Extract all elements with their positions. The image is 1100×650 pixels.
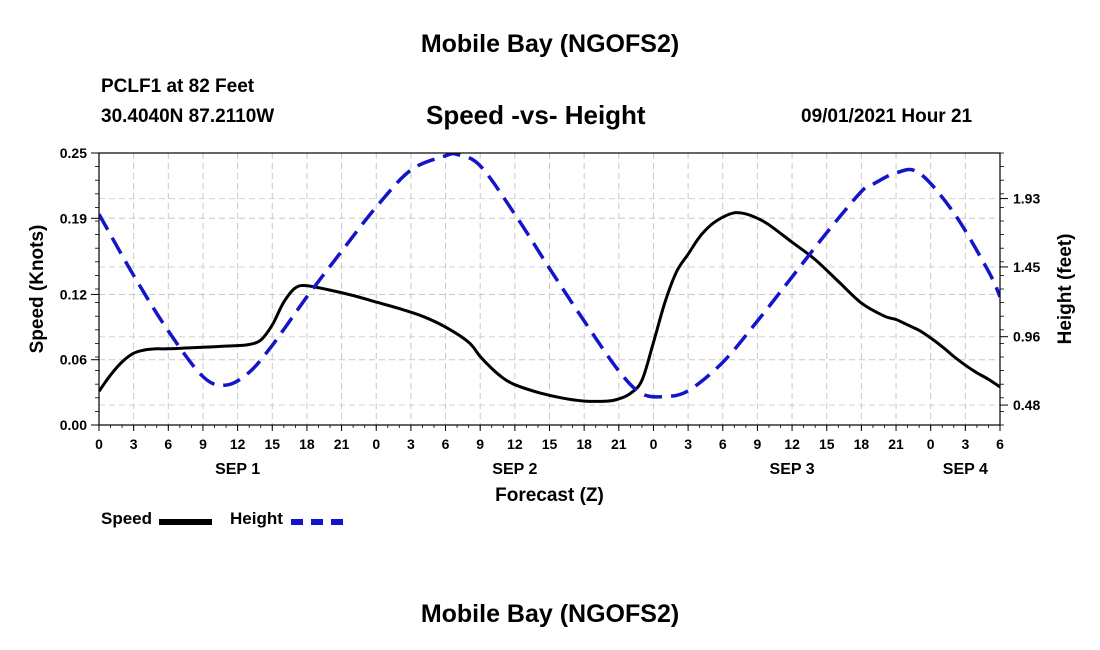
x-tick-label: 3	[961, 436, 969, 452]
x-tick-label: 15	[542, 436, 558, 452]
x-tick-label: 15	[819, 436, 835, 452]
x-tick-label: 3	[130, 436, 138, 452]
forecast-date: 09/01/2021 Hour 21	[801, 106, 973, 127]
speed-series-line	[99, 211, 1000, 403]
chart-subtitle: Speed -vs- Height	[426, 100, 646, 130]
x-tick-label: 6	[719, 436, 727, 452]
x-tick-label: 12	[507, 436, 523, 452]
x-tick-label: 0	[372, 436, 380, 452]
day-label: SEP 2	[492, 461, 537, 478]
legend-speed-label: Speed	[101, 509, 153, 528]
y-right-tick-label: 1.93	[1013, 191, 1040, 207]
day-label: SEP 4	[943, 461, 988, 478]
height-series-line	[99, 153, 1000, 399]
x-tick-label: 6	[164, 436, 172, 452]
y-left-axis-title: Speed (Knots)	[27, 225, 48, 354]
y-left-tick-label: 0.12	[60, 286, 87, 302]
x-tick-label: 6	[442, 436, 450, 452]
day-label: SEP 3	[770, 461, 815, 478]
y-right-tick-label: 0.96	[1013, 329, 1040, 345]
y-left-tick-label: 0.06	[60, 352, 87, 368]
y-left-tick-label: 0.00	[60, 417, 87, 433]
x-tick-label: 0	[650, 436, 658, 452]
y-right-tick-label: 0.48	[1013, 397, 1040, 413]
x-tick-label: 9	[754, 436, 762, 452]
x-tick-label: 21	[611, 436, 627, 452]
x-tick-label: 18	[854, 436, 870, 452]
x-tick-label: 18	[299, 436, 315, 452]
x-tick-label: 0	[927, 436, 935, 452]
x-tick-label: 9	[476, 436, 484, 452]
coordinates-label: 30.4040N 87.2110W	[101, 106, 275, 127]
station-label: PCLF1 at 82 Feet	[101, 76, 255, 97]
y-left-tick-label: 0.25	[60, 145, 87, 161]
x-tick-label: 9	[199, 436, 207, 452]
day-label: SEP 1	[215, 461, 260, 478]
x-axis-title: Forecast (Z)	[495, 485, 604, 506]
x-tick-label: 3	[407, 436, 415, 452]
y-left-tick-label: 0.19	[60, 210, 87, 226]
x-tick-label: 0	[95, 436, 103, 452]
x-tick-label: 21	[334, 436, 350, 452]
x-tick-label: 12	[230, 436, 246, 452]
y-right-tick-label: 1.45	[1013, 259, 1040, 275]
x-tick-label: 6	[996, 436, 1004, 452]
x-tick-label: 12	[784, 436, 800, 452]
legend-height-swatch	[291, 519, 343, 525]
legend-speed-swatch	[159, 519, 212, 525]
legend-height-label: Height	[230, 509, 283, 528]
y-right-axis-title: Height (feet)	[1055, 234, 1076, 345]
page-title: Mobile Bay (NGOFS2)	[420, 30, 680, 58]
x-tick-label: 18	[576, 436, 592, 452]
plot-frame	[98, 152, 1001, 426]
x-tick-label: 21	[888, 436, 904, 452]
x-tick-label: 3	[684, 436, 692, 452]
x-tick-label: 15	[264, 436, 280, 452]
page-footer-title: Mobile Bay (NGOFS2)	[420, 600, 680, 628]
